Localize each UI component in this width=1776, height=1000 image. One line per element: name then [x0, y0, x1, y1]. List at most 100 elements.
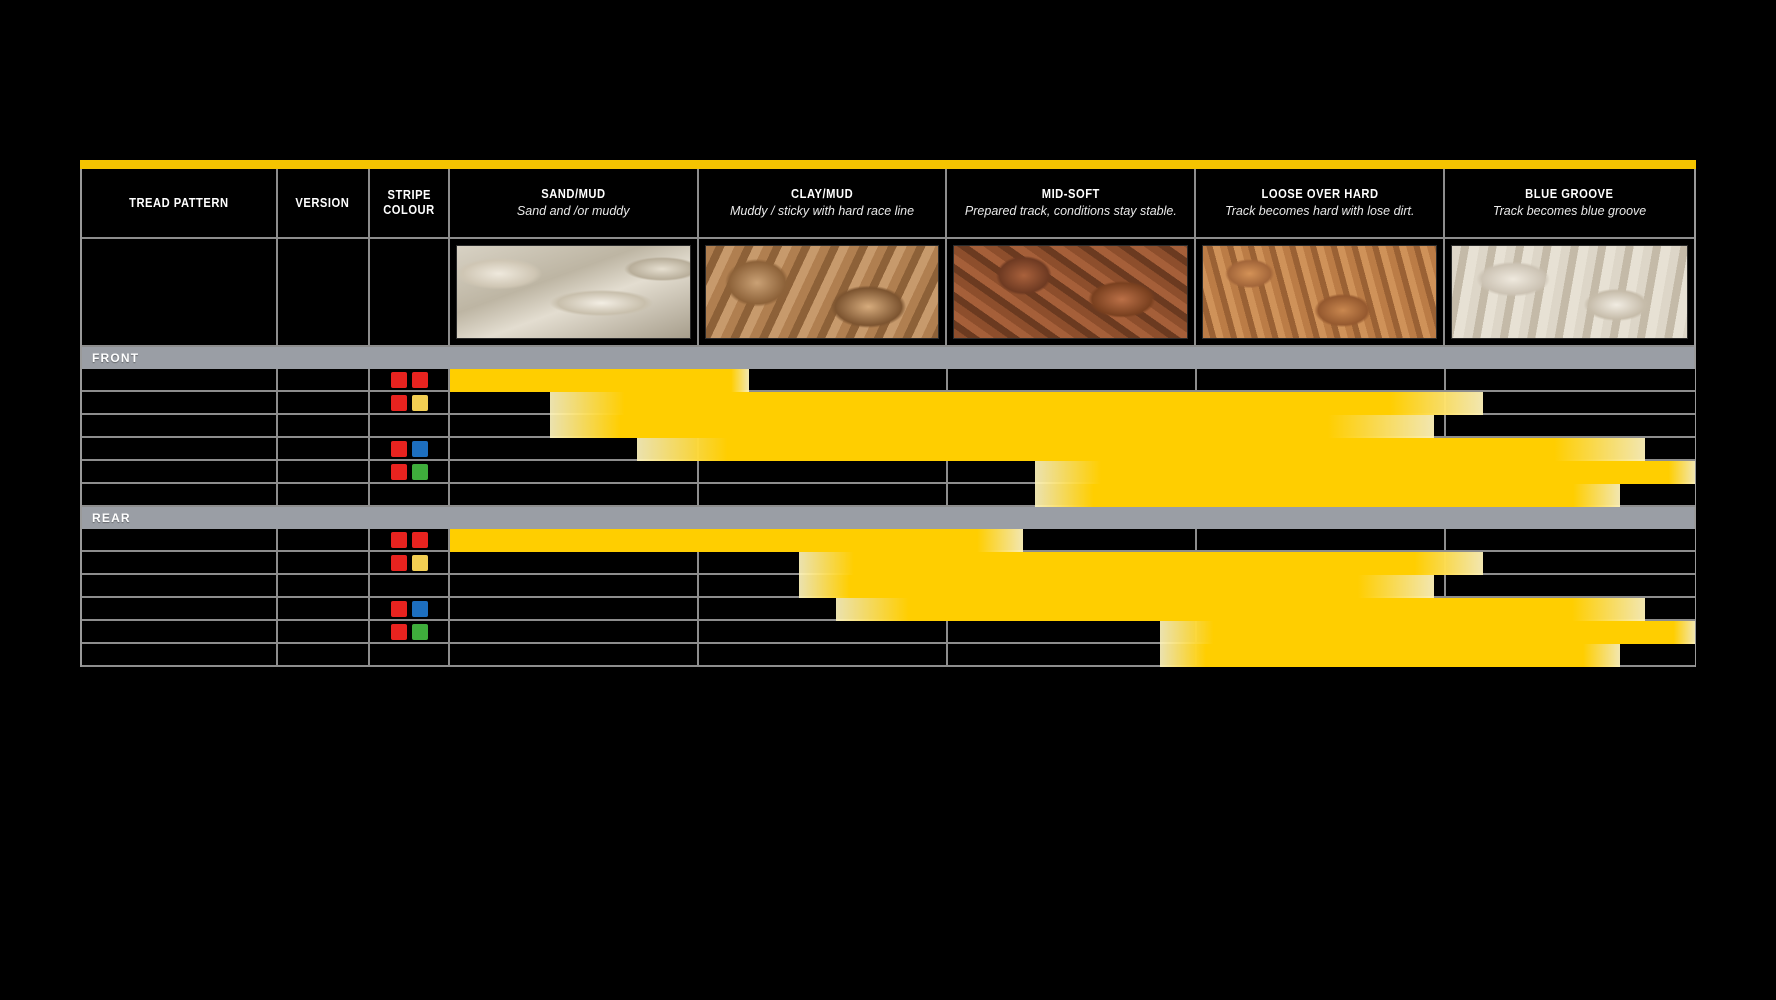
table-row[interactable] — [82, 621, 1695, 644]
track-cell-sand-mud — [450, 644, 699, 667]
header-condition-clay-mud: CLAY/MUD Muddy / sticky with hard race li… — [698, 169, 948, 239]
track-cell-loose-over-hard — [1197, 369, 1446, 392]
stripe-swatch-red — [390, 440, 407, 457]
track-cell-mid-soft — [948, 461, 1197, 484]
track-cell-loose-over-hard — [1197, 461, 1446, 484]
stripe-swatch-group — [370, 644, 448, 665]
track-cell-mid-soft — [948, 369, 1197, 392]
photo-cell-clay-mud — [698, 239, 948, 347]
track-cell-loose-over-hard — [1197, 438, 1446, 461]
cell-tread-pattern — [82, 644, 278, 667]
track-cell-mid-soft — [948, 644, 1197, 667]
track-cell-loose-over-hard — [1197, 598, 1446, 621]
stripe-swatch-group — [370, 621, 448, 642]
table-row[interactable] — [82, 461, 1695, 484]
cell-version — [278, 575, 370, 598]
header-stripe-colour: STRIPE COLOUR — [369, 169, 450, 239]
table-row[interactable] — [82, 415, 1695, 438]
header-condition-subtitle: Track becomes hard with lose dirt. — [1225, 204, 1415, 219]
condition-track — [450, 529, 1695, 552]
table-row[interactable] — [82, 484, 1695, 507]
table-row[interactable] — [82, 438, 1695, 461]
cell-stripe-colour — [370, 621, 450, 644]
track-cell-loose-over-hard — [1197, 552, 1446, 575]
track-cell-sand-mud — [450, 461, 699, 484]
photo-row-blank-stripe — [369, 239, 450, 347]
stripe-swatch-group — [370, 598, 448, 619]
cell-tread-pattern — [82, 415, 278, 438]
track-cell-mid-soft — [948, 552, 1197, 575]
header-condition-subtitle: Prepared track, conditions stay stable. — [964, 204, 1177, 219]
stripe-swatch-red — [390, 623, 407, 640]
header-condition-title: BLUE GROOVE — [1525, 185, 1614, 201]
header-condition-title: CLAY/MUD — [790, 185, 854, 201]
section-band-label: REAR — [92, 511, 131, 525]
table-row[interactable] — [82, 552, 1695, 575]
cell-stripe-colour — [370, 369, 450, 392]
header-condition-title: SAND/MUD — [541, 185, 606, 201]
track-cell-mid-soft — [948, 415, 1197, 438]
header-condition-blue-groove: BLUE GROOVE Track becomes blue groove — [1445, 169, 1694, 239]
cell-version — [278, 644, 370, 667]
table-row[interactable] — [82, 598, 1695, 621]
cell-version — [278, 529, 370, 552]
stripe-swatch-group — [370, 369, 448, 390]
cell-stripe-colour — [370, 438, 450, 461]
header-condition-subtitle: Muddy / sticky with hard race line — [729, 204, 915, 219]
header-condition-subtitle: Track becomes blue groove — [1492, 204, 1647, 219]
stripe-swatch-group — [370, 461, 448, 482]
photo-cell-sand-mud — [449, 239, 699, 347]
track-cell-sand-mud — [450, 392, 699, 415]
photo-cell-blue-groove — [1445, 239, 1694, 347]
cell-version — [278, 552, 370, 575]
cell-version — [278, 392, 370, 415]
stripe-swatch-red — [390, 554, 407, 571]
stripe-swatch-red — [390, 600, 407, 617]
stripe-swatch-red — [390, 531, 407, 548]
header-row: TREAD PATTERN VERSION STRIPE COLOUR SAND… — [82, 169, 1694, 239]
track-cell-blue-groove — [1446, 598, 1695, 621]
track-cell-sand-mud — [450, 552, 699, 575]
header-condition-title: LOOSE OVER HARD — [1261, 185, 1379, 201]
condition-photo-mid-soft — [953, 245, 1189, 339]
cell-tread-pattern — [82, 438, 278, 461]
track-cell-blue-groove — [1446, 438, 1695, 461]
cell-stripe-colour — [370, 484, 450, 507]
table-row[interactable] — [82, 392, 1695, 415]
cell-stripe-colour — [370, 415, 450, 438]
condition-track — [450, 644, 1695, 667]
cell-stripe-colour — [370, 575, 450, 598]
stripe-swatch-group — [370, 484, 448, 505]
track-cell-clay-mud — [699, 552, 948, 575]
track-cell-mid-soft — [948, 621, 1197, 644]
cell-stripe-colour — [370, 392, 450, 415]
track-cell-clay-mud — [699, 598, 948, 621]
table-row[interactable] — [82, 529, 1695, 552]
header-condition-title: MID-SOFT — [1041, 185, 1100, 201]
header-condition-mid-soft: MID-SOFT Prepared track, conditions stay … — [947, 169, 1197, 239]
track-cell-sand-mud — [450, 598, 699, 621]
cell-version — [278, 438, 370, 461]
track-cell-mid-soft — [948, 598, 1197, 621]
cell-stripe-colour — [370, 552, 450, 575]
condition-photo-row — [82, 239, 1694, 347]
track-cell-clay-mud — [699, 438, 948, 461]
track-cell-mid-soft — [948, 529, 1197, 552]
header-condition-sand-mud: SAND/MUD Sand and /or muddy — [449, 169, 699, 239]
condition-photo-sand-mud — [455, 245, 691, 339]
cell-version — [278, 369, 370, 392]
stripe-swatch-group — [370, 552, 448, 573]
track-cell-sand-mud — [450, 575, 699, 598]
condition-track — [450, 438, 1695, 461]
section-band-rear: REAR — [82, 507, 1694, 529]
table-row[interactable] — [82, 575, 1695, 598]
track-cell-sand-mud — [450, 529, 699, 552]
track-cell-clay-mud — [699, 369, 948, 392]
stripe-swatch-group — [370, 529, 448, 550]
stripe-swatch-group — [370, 575, 448, 596]
table-row[interactable] — [82, 369, 1695, 392]
stripe-swatch-yellow — [411, 394, 428, 411]
table-row[interactable] — [82, 644, 1695, 667]
track-cell-clay-mud — [699, 415, 948, 438]
